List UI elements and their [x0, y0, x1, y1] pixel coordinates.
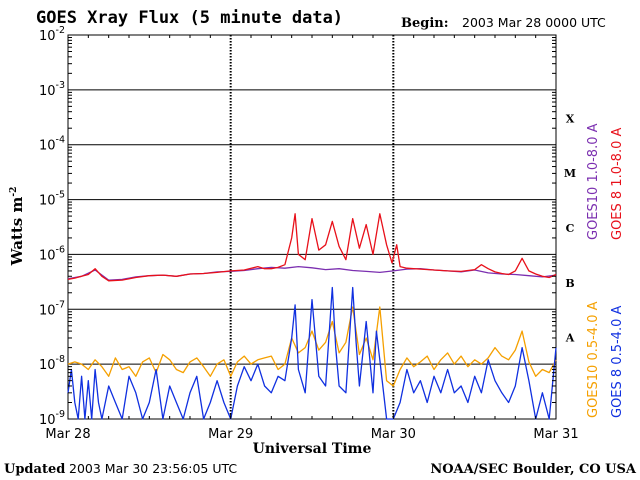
- y-tick-exponent: -2: [56, 25, 65, 36]
- legend-upper: GOES10 1.0-8.0 A GOES 8 1.0-8.0 A: [586, 123, 625, 240]
- x-axis-title: Universal Time: [253, 441, 372, 457]
- y-tick-base: 10: [39, 194, 56, 209]
- y-axis-title-exponent: -2: [9, 187, 19, 197]
- begin-value: 2003 Mar 28 0000 UTC: [462, 15, 606, 30]
- series-line: [67, 213, 557, 282]
- flare-class-label: A: [565, 332, 575, 345]
- y-tick-base: 10: [39, 248, 56, 263]
- y-tick-exponent: -6: [56, 244, 65, 255]
- y-tick-labels: 10-910-810-710-610-510-410-310-2: [39, 25, 65, 428]
- y-tick-base: 10: [39, 84, 56, 99]
- y-tick-base: 10: [39, 303, 56, 318]
- updated-label: Updated: [4, 462, 65, 477]
- flare-class-labels: A B C M X: [564, 112, 576, 344]
- legend-lower: GOES10 0.5-4.0 A GOES 8 0.5-4.0 A: [586, 301, 625, 418]
- series-layer: [67, 213, 557, 420]
- y-tick-base: 10: [39, 413, 56, 428]
- axis-ticks: [67, 35, 557, 419]
- x-tick-label: Mar 30: [371, 427, 416, 442]
- y-tick-label: 10-5: [39, 190, 65, 209]
- series-line: [67, 265, 557, 281]
- y-tick-exponent: -5: [56, 190, 65, 201]
- flare-class-label: X: [566, 112, 575, 125]
- y-tick-label: 10-2: [39, 25, 65, 44]
- legend-entry: GOES10 1.0-8.0 A: [586, 123, 601, 240]
- y-tick-exponent: -8: [56, 354, 65, 365]
- legend-entry: GOES 8 1.0-8.0 A: [610, 128, 625, 240]
- flare-class-label: B: [565, 277, 574, 290]
- x-tick-labels: Mar 28 Mar 29 Mar 30 Mar 31: [45, 427, 578, 442]
- y-tick-exponent: -3: [56, 80, 65, 91]
- y-tick-base: 10: [39, 358, 56, 373]
- y-tick-base: 10: [39, 29, 56, 44]
- svg-text:Watts m-2: Watts m-2: [8, 187, 26, 267]
- y-tick-label: 10-3: [39, 80, 65, 99]
- y-axis-title-text: Watts m: [8, 197, 26, 267]
- plot-frame: [67, 34, 557, 420]
- x-tick-label: Mar 31: [533, 427, 578, 442]
- flare-class-label: M: [564, 167, 576, 180]
- y-tick-label: 10-8: [39, 354, 65, 373]
- legend-entry: GOES 8 0.5-4.0 A: [610, 306, 625, 418]
- credit-text: NOAA/SEC Boulder, CO USA: [430, 462, 637, 477]
- series-line: [67, 286, 557, 420]
- begin-label: Begin:: [401, 16, 449, 31]
- flare-class-label: C: [566, 222, 575, 235]
- plot-area: [67, 34, 557, 420]
- gridlines: [68, 35, 556, 419]
- updated-value: 2003 Mar 30 23:56:05 UTC: [69, 461, 237, 476]
- y-tick-exponent: -7: [56, 299, 65, 310]
- y-axis-title: Watts m-2: [8, 187, 26, 267]
- y-tick-label: 10-9: [39, 409, 65, 428]
- series-line: [67, 306, 557, 387]
- y-tick-label: 10-7: [39, 299, 65, 318]
- x-tick-label: Mar 29: [208, 427, 253, 442]
- chart-title: GOES Xray Flux (5 minute data): [36, 8, 343, 28]
- y-tick-label: 10-6: [39, 244, 65, 263]
- y-tick-base: 10: [39, 139, 56, 154]
- legend-entry: GOES10 0.5-4.0 A: [586, 301, 601, 418]
- y-tick-exponent: -4: [56, 135, 65, 146]
- y-tick-label: 10-4: [39, 135, 65, 154]
- x-tick-label: Mar 28: [45, 427, 90, 442]
- y-tick-exponent: -9: [56, 409, 65, 420]
